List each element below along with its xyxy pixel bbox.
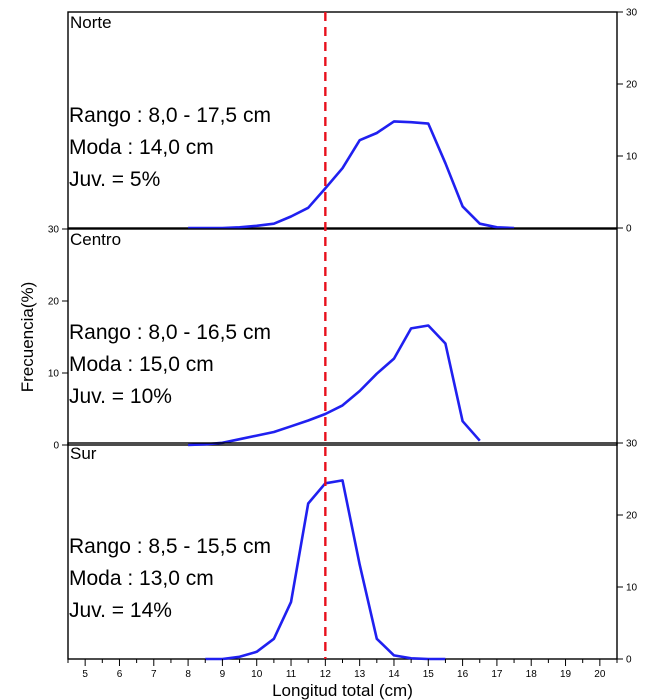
x-tick-label: 14 xyxy=(388,669,400,680)
x-tick-label: 6 xyxy=(117,669,123,680)
panel-annotation: Rango : 8,0 - 17,5 cm xyxy=(69,104,271,127)
panel-annotation: Rango : 8,5 - 15,5 cm xyxy=(69,535,271,558)
x-tick-label: 20 xyxy=(594,669,606,680)
x-tick-label: 13 xyxy=(354,669,366,680)
panel-frame xyxy=(67,11,618,229)
x-tick-label: 9 xyxy=(220,669,226,680)
y-axis-title: Frecuencia(%) xyxy=(18,282,37,393)
y-tick-label: 20 xyxy=(626,511,638,522)
panel-annotation: Moda : 15,0 cm xyxy=(69,353,214,376)
panel-annotation: Juv. = 10% xyxy=(69,385,172,408)
y-tick-label: 0 xyxy=(53,441,59,452)
y-tick-label: 30 xyxy=(626,8,638,19)
x-tick-label: 17 xyxy=(491,669,503,680)
y-tick-label: 10 xyxy=(48,369,60,380)
x-tick-label: 8 xyxy=(185,669,191,680)
x-tick-label: 5 xyxy=(82,669,88,680)
frequency-line-norte xyxy=(188,120,515,230)
y-tick-label: 20 xyxy=(626,80,638,91)
panel-norte: 0 10 20 30 Norte Rango : 8,0 - 17,5 cm Moda : … xyxy=(67,8,638,235)
frequency-line-centro xyxy=(188,324,481,447)
y-tick-label: 10 xyxy=(626,152,638,163)
panel-title: Centro xyxy=(70,230,121,249)
y-tick-label: 30 xyxy=(626,439,638,450)
panel-annotation: Moda : 13,0 cm xyxy=(69,567,214,590)
x-tick-label: 18 xyxy=(526,669,538,680)
x-tick-label: 11 xyxy=(286,669,297,680)
x-tick-label: 7 xyxy=(151,669,157,680)
panels-group: 0 10 20 30 Norte Rango : 8,0 - 17,5 cm Moda : … xyxy=(48,8,638,666)
y-tick-label: 30 xyxy=(48,225,60,236)
panel-frame xyxy=(67,228,618,446)
y-tick-label: 10 xyxy=(626,583,638,594)
panel-sur: 0 10 20 30 Sur Rango : 8,5 - 15,5 cm Moda : 13… xyxy=(67,439,638,666)
x-tick-label: 12 xyxy=(320,669,332,680)
panel-centro: 0 10 20 30 Centro Rango : 8,0 - 16,5 cm Moda :… xyxy=(48,225,618,452)
x-axis-title: Longitud total (cm) xyxy=(272,681,413,700)
panel-annotation: Rango : 8,0 - 16,5 cm xyxy=(69,321,271,344)
x-axis: 5 6 7 8 9 10 11 12 13 14 15 16 17 18 19 20 xyxy=(67,659,618,680)
x-tick-label: 19 xyxy=(560,669,572,680)
panel-annotation: Juv. = 5% xyxy=(69,168,160,191)
y-tick-label: 0 xyxy=(626,655,632,666)
y-tick-label: 0 xyxy=(626,224,632,235)
panel-title: Norte xyxy=(70,13,112,32)
panel-annotation: Juv. = 14% xyxy=(69,599,172,622)
y-tick-label: 20 xyxy=(48,297,60,308)
x-tick-label: 16 xyxy=(457,669,469,680)
panel-title: Sur xyxy=(70,444,97,463)
x-tick-label: 10 xyxy=(251,669,263,680)
panel-annotation: Moda : 14,0 cm xyxy=(69,136,214,159)
x-tick-label: 15 xyxy=(423,669,435,680)
